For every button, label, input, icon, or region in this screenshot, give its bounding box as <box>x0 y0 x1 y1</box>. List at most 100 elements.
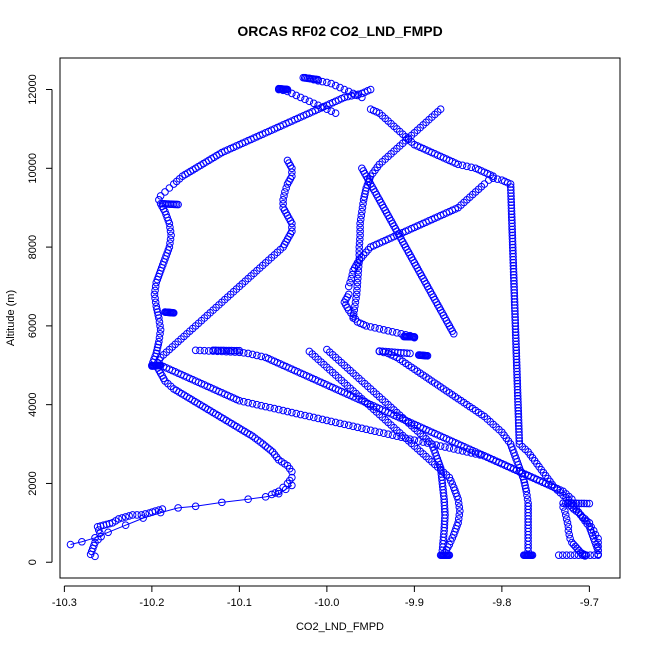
data-point <box>239 397 248 406</box>
data-point <box>151 294 159 303</box>
data-point <box>156 192 165 200</box>
data-point <box>292 91 301 100</box>
data-point <box>581 515 589 523</box>
data-point <box>489 172 497 180</box>
data-point <box>96 529 104 538</box>
data-point <box>288 473 296 482</box>
data-point <box>506 180 515 188</box>
data-point <box>576 511 585 519</box>
data-point <box>279 203 287 212</box>
data-point <box>350 306 359 314</box>
data-point <box>357 211 366 220</box>
data-point <box>563 519 572 527</box>
data-point <box>331 418 340 427</box>
series-line <box>70 485 293 546</box>
data-point <box>133 511 141 519</box>
data-point <box>355 255 364 263</box>
data-point <box>509 249 517 258</box>
data-point <box>292 409 301 418</box>
data-point <box>261 442 270 450</box>
data-point <box>353 286 361 295</box>
data-point <box>165 243 174 251</box>
data-point <box>253 351 261 360</box>
data-point <box>559 499 567 507</box>
data-point <box>128 511 137 519</box>
data-point <box>512 361 521 370</box>
data-point <box>217 346 225 355</box>
data-point <box>384 430 392 439</box>
data-point <box>279 196 287 204</box>
data-point <box>511 313 519 321</box>
data-point <box>455 511 464 519</box>
data-point <box>509 273 518 282</box>
data-point <box>309 413 318 422</box>
data-point <box>511 310 519 318</box>
data-point <box>366 323 375 331</box>
data-point <box>353 91 362 100</box>
data-point <box>200 346 209 355</box>
data-point <box>354 270 362 279</box>
data-point <box>305 412 314 421</box>
data-point <box>514 422 523 430</box>
x-tick-label: -10.1 <box>227 597 252 609</box>
data-point <box>589 526 598 535</box>
data-point <box>105 519 114 528</box>
data-point <box>214 346 223 355</box>
data-point <box>423 439 432 447</box>
x-tick-label: -10.0 <box>314 597 339 609</box>
data-point <box>514 397 522 406</box>
data-point <box>356 223 364 232</box>
data-point <box>423 352 432 360</box>
data-point <box>511 316 520 324</box>
data-point <box>454 495 462 504</box>
data-point <box>458 161 467 170</box>
data-point <box>327 107 336 115</box>
data-point <box>359 251 368 259</box>
data-point <box>283 85 292 94</box>
data-point <box>354 266 363 275</box>
data-point <box>507 192 515 200</box>
data-point <box>279 199 287 208</box>
data-point <box>244 349 252 358</box>
data-point <box>449 329 458 338</box>
data-point <box>510 301 519 309</box>
data-point <box>510 286 518 294</box>
data-point <box>318 103 327 112</box>
data-point <box>510 283 518 291</box>
data-point <box>455 503 464 511</box>
data-point <box>513 370 521 379</box>
data-point <box>327 417 336 426</box>
data-point <box>352 290 361 299</box>
data-point <box>355 243 364 251</box>
data-point <box>358 93 366 102</box>
data-point <box>166 227 175 236</box>
data-point <box>174 504 182 512</box>
data-point <box>514 403 522 412</box>
data-point <box>514 416 523 424</box>
data-point <box>397 433 406 441</box>
data-point <box>209 346 217 355</box>
data-point <box>257 352 266 361</box>
data-point <box>569 499 578 508</box>
data-point <box>91 534 99 542</box>
data-point <box>268 448 277 456</box>
data-point <box>410 333 419 341</box>
data-point <box>191 502 200 511</box>
data-point <box>253 400 261 409</box>
data-point <box>264 444 272 452</box>
data-point <box>508 222 516 231</box>
data-point <box>353 423 362 432</box>
data-point <box>510 280 518 288</box>
data-point <box>323 105 331 114</box>
data-point <box>585 499 594 508</box>
data-point <box>94 526 103 534</box>
data-point <box>351 302 359 310</box>
y-tick-label: 10000 <box>27 153 39 184</box>
data-point <box>355 239 364 247</box>
data-point <box>349 89 357 98</box>
y-tick-label: 12000 <box>27 74 39 105</box>
data-point <box>566 534 574 543</box>
data-point <box>528 551 537 559</box>
